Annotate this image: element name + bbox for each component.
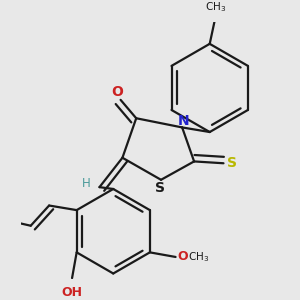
Text: S: S (155, 181, 165, 195)
Text: S: S (227, 156, 237, 170)
Text: CH$_3$: CH$_3$ (205, 1, 226, 14)
Text: N: N (178, 114, 190, 128)
Text: OH: OH (61, 286, 82, 299)
Text: H: H (82, 177, 91, 190)
Text: O: O (177, 250, 188, 263)
Text: CH$_3$: CH$_3$ (188, 250, 210, 264)
Text: O: O (111, 85, 123, 99)
